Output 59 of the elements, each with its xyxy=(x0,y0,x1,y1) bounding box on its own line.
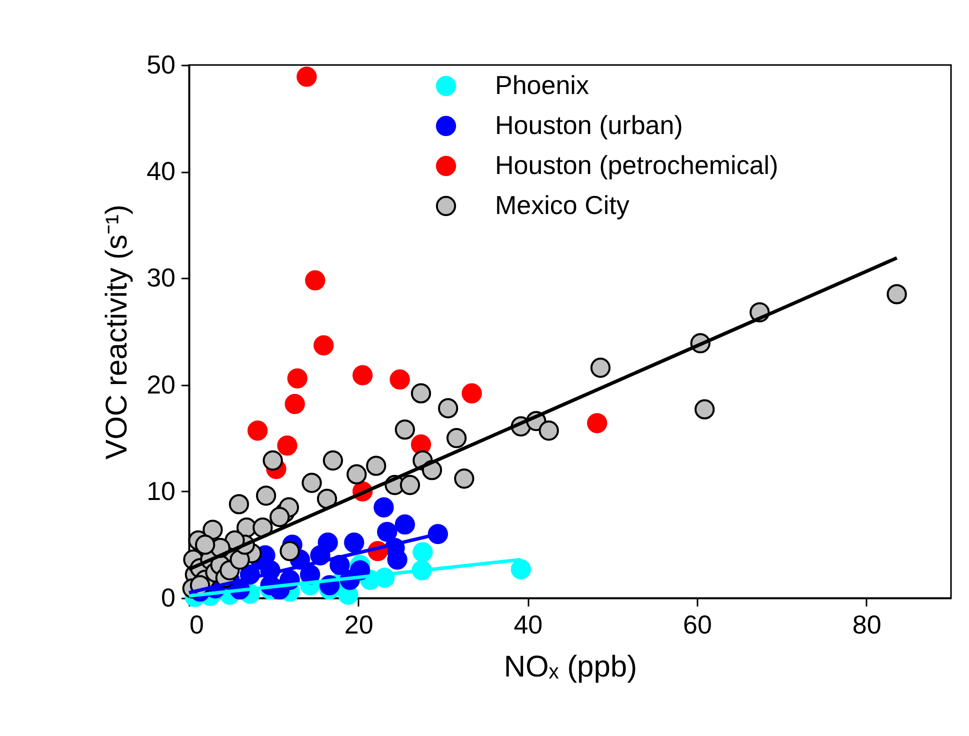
point xyxy=(346,464,367,484)
y-axis-title: VOC reactivity (s⁻¹) xyxy=(100,204,134,460)
point xyxy=(886,284,907,304)
y-tick-label: 0 xyxy=(161,582,176,612)
legend-label: Houston (urban) xyxy=(495,110,683,140)
x-axis-title: NOₓ (ppb) xyxy=(504,650,638,684)
point xyxy=(287,368,308,388)
point xyxy=(438,398,458,418)
point xyxy=(202,520,223,540)
point xyxy=(302,472,322,493)
point xyxy=(280,541,300,562)
legend-label: Phoenix xyxy=(495,70,589,100)
x-tick-label: 80 xyxy=(852,610,882,640)
legend-label: Houston (petrochemical) xyxy=(495,150,778,180)
x-tick-label: 60 xyxy=(683,610,712,640)
point xyxy=(454,468,474,489)
point xyxy=(694,399,715,420)
y-tick-label: 20 xyxy=(146,369,176,400)
point xyxy=(247,420,268,441)
point xyxy=(394,514,415,535)
point xyxy=(270,506,290,528)
point xyxy=(316,488,338,509)
point xyxy=(587,413,608,434)
point xyxy=(374,497,394,518)
y-tick-label: 50 xyxy=(146,50,176,80)
point xyxy=(314,335,334,356)
point xyxy=(377,522,398,542)
legend-label: Mexico City xyxy=(495,190,630,220)
point xyxy=(410,383,432,404)
point xyxy=(366,456,386,476)
point xyxy=(390,369,410,390)
point xyxy=(400,474,420,496)
point xyxy=(277,435,298,456)
point xyxy=(510,559,531,580)
point xyxy=(322,450,344,471)
x-tick-label: 40 xyxy=(514,610,543,640)
y-tick-label: 30 xyxy=(146,262,176,293)
point xyxy=(228,494,250,514)
point xyxy=(305,270,326,290)
point xyxy=(428,524,448,544)
point xyxy=(410,434,432,455)
point xyxy=(284,394,305,414)
point xyxy=(394,420,415,440)
y-tick-label: 40 xyxy=(146,156,176,186)
point xyxy=(538,420,559,441)
point xyxy=(412,542,433,562)
x-tick-label: 0 xyxy=(190,610,204,640)
point xyxy=(296,66,317,87)
x-tick-label: 20 xyxy=(344,610,374,640)
point xyxy=(352,365,373,386)
point xyxy=(262,450,283,471)
point xyxy=(252,518,273,538)
point xyxy=(590,358,611,378)
point xyxy=(446,428,467,448)
point xyxy=(344,532,364,553)
point xyxy=(462,383,482,404)
point xyxy=(256,486,276,506)
y-tick-label: 10 xyxy=(146,476,176,506)
point xyxy=(195,534,216,555)
